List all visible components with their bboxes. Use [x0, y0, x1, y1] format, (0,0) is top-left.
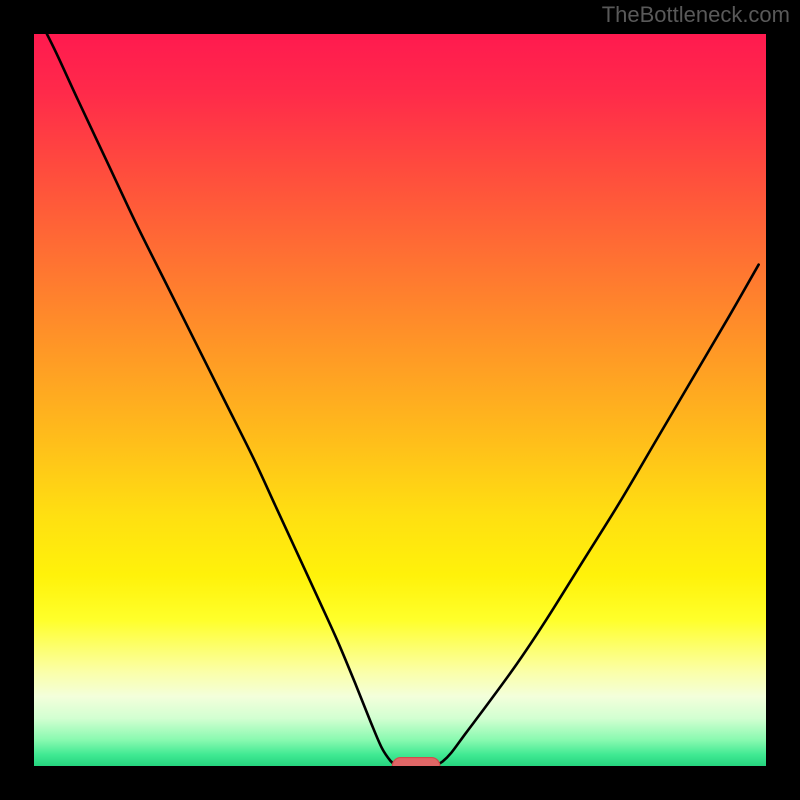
bottleneck-chart	[0, 0, 800, 800]
watermark-text: TheBottleneck.com	[602, 2, 790, 28]
gradient-background	[34, 34, 766, 766]
chart-stage: TheBottleneck.com	[0, 0, 800, 800]
